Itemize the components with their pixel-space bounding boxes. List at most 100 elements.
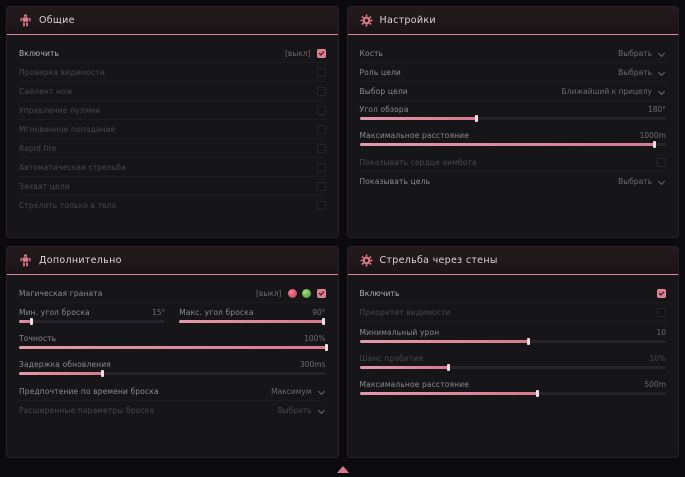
row-visibility-check[interactable]: Проверка видимости [19, 63, 326, 82]
row-label: Приоритет видимости [359, 307, 451, 317]
slider-track[interactable] [359, 390, 666, 397]
robot-icon [19, 254, 32, 267]
row-magic-grenade[interactable]: Магическая граната [выкл] [19, 284, 326, 303]
slider-knob[interactable] [100, 370, 104, 377]
checkbox-instant-hit[interactable] [316, 124, 326, 134]
row-bone[interactable]: Кость Выбрать [359, 44, 666, 63]
checkbox-rapid-fire[interactable] [316, 143, 326, 153]
checkbox-auto-shoot[interactable] [316, 162, 326, 172]
slider-knob[interactable] [324, 344, 328, 351]
slider-min-throw-angle[interactable]: Мин. угол броска 15° [19, 305, 166, 330]
slider-min-damage[interactable]: Минимальный урон 10 [359, 324, 666, 345]
checkbox-target-lock[interactable] [316, 181, 326, 191]
row-body-only[interactable]: Стрелять только в тело [19, 196, 326, 215]
row-rapid-fire[interactable]: Rapid fire [19, 139, 326, 158]
checkbox-wallbang-enable[interactable] [657, 288, 666, 298]
robot-icon [19, 14, 32, 27]
dropdown-show-target[interactable]: Выбрать [618, 177, 666, 186]
slider-knob[interactable] [321, 318, 325, 325]
panel-wallbang-title: Стрельба через стены [379, 255, 498, 266]
gear-icon [359, 254, 373, 267]
collapse-arrow-icon[interactable] [336, 466, 349, 473]
chevron-down-icon [319, 388, 326, 395]
slider-track[interactable] [359, 141, 666, 148]
slider-fill [179, 320, 323, 323]
panel-settings-title: Настройки [379, 15, 436, 26]
slider-fill [359, 340, 529, 343]
slider-value: 300ms [299, 360, 326, 369]
slider-max-distance[interactable]: Максимальное расстояние 1000m [359, 127, 666, 148]
slider-fill [19, 346, 326, 349]
dropdown-throw-time-preference[interactable]: Максимум [271, 387, 325, 396]
slider-label: Макс. угол броска [179, 308, 254, 317]
slider-knob[interactable] [652, 141, 656, 148]
dropdown-target-select[interactable]: Ближайший к прицелу [562, 87, 666, 96]
slider-track[interactable] [359, 364, 666, 371]
slider-wallbang-max-distance[interactable]: Максимальное расстояние 500m [359, 376, 666, 397]
panel-general: Общие Включить [выкл] Проверка видимости… [6, 6, 339, 238]
row-label: Включить [19, 48, 60, 58]
checkbox-magic-grenade[interactable] [316, 288, 326, 298]
row-label: Управление пулями [19, 105, 101, 115]
slider-track[interactable] [359, 115, 666, 122]
slider-label: Шанс пробития [359, 354, 423, 363]
slider-knob[interactable] [447, 364, 451, 371]
row-target-lock[interactable]: Захват цели [19, 177, 326, 196]
row-throw-time-preference[interactable]: Предпочтение по времени броска Максимум [19, 382, 326, 401]
dropdown-target-role[interactable]: Выбрать [618, 68, 666, 77]
slider-knob[interactable] [527, 338, 531, 345]
checkbox-show-aimbot-heart[interactable] [657, 157, 666, 167]
row-show-aimbot-heart[interactable]: Показывать сердце аимбота [359, 153, 666, 172]
slider-value: 500m [644, 380, 666, 389]
row-wallbang-enable[interactable]: Включить [359, 284, 666, 303]
panel-additional: Дополнительно Магическая граната [выкл] … [6, 246, 339, 458]
slider-label: Максимальное расстояние [359, 380, 469, 389]
checkbox-silent-knife[interactable] [316, 86, 326, 96]
slider-track[interactable] [179, 318, 326, 325]
row-target-role[interactable]: Роль цели Выбрать [359, 63, 666, 82]
green-dot-icon[interactable] [301, 288, 311, 298]
panel-general-header: Общие [7, 7, 338, 35]
slider-track[interactable] [19, 344, 328, 351]
checkbox-visibility-check[interactable] [316, 67, 326, 77]
slider-value: 100% [304, 334, 326, 343]
checkbox-visibility-priority[interactable] [657, 307, 666, 317]
slider-track[interactable] [359, 338, 666, 345]
slider-track[interactable] [19, 318, 166, 325]
slider-knob[interactable] [536, 390, 540, 397]
slider-fill [359, 117, 476, 120]
slider-fov[interactable]: Угол обзора 180° [359, 101, 666, 122]
checkbox-enable[interactable] [316, 48, 326, 58]
row-silent-knife[interactable]: Сайлент нож [19, 82, 326, 101]
row-label: Сайлент нож [19, 86, 73, 96]
slider-max-throw-angle[interactable]: Макс. угол броска 90° [179, 305, 326, 330]
row-auto-shoot[interactable]: Автоматическая стрельба [19, 158, 326, 177]
row-show-target[interactable]: Показывать цель Выбрать [360, 172, 667, 191]
slider-track[interactable] [19, 370, 326, 377]
checkbox-body-only[interactable] [316, 201, 326, 210]
dropdown-bone[interactable]: Выбрать [618, 49, 666, 58]
row-target-select[interactable]: Выбор цели Ближайший к прицелу [359, 82, 666, 101]
checkbox-bullet-control[interactable] [316, 105, 326, 115]
slider-fill [359, 392, 538, 395]
dropdown-value: Выбрать [277, 406, 312, 415]
row-label: Стрелять только в тело [19, 201, 117, 210]
row-value: [выкл] [284, 48, 311, 58]
row-enable[interactable]: Включить [выкл] [19, 44, 326, 63]
slider-penetration-chance[interactable]: Шанс пробития 10% [359, 350, 666, 371]
red-dot-icon[interactable] [287, 288, 297, 298]
slider-label: Точность [19, 334, 57, 343]
slider-update-delay[interactable]: Задержка обновления 300ms [19, 356, 326, 377]
row-instant-hit[interactable]: Мгновенное попадание [19, 120, 326, 139]
row-visibility-priority[interactable]: Приоритет видимости [359, 303, 666, 322]
row-advanced-throw-params[interactable]: Расширенные параметры броска Выбрать [19, 401, 326, 420]
row-label: Магическая граната [19, 288, 103, 298]
dropdown-value: Выбрать [618, 177, 652, 186]
slider-knob[interactable] [474, 115, 478, 122]
slider-accuracy[interactable]: Точность 100% [19, 330, 328, 351]
slider-knob[interactable] [29, 318, 33, 325]
row-label: Выбор цели [359, 86, 408, 96]
panel-settings: Настройки Кость Выбрать Роль цели Выбрат… [346, 6, 679, 238]
dropdown-advanced-throw-params[interactable]: Выбрать [278, 406, 326, 415]
row-bullet-control[interactable]: Управление пулями [19, 101, 326, 120]
